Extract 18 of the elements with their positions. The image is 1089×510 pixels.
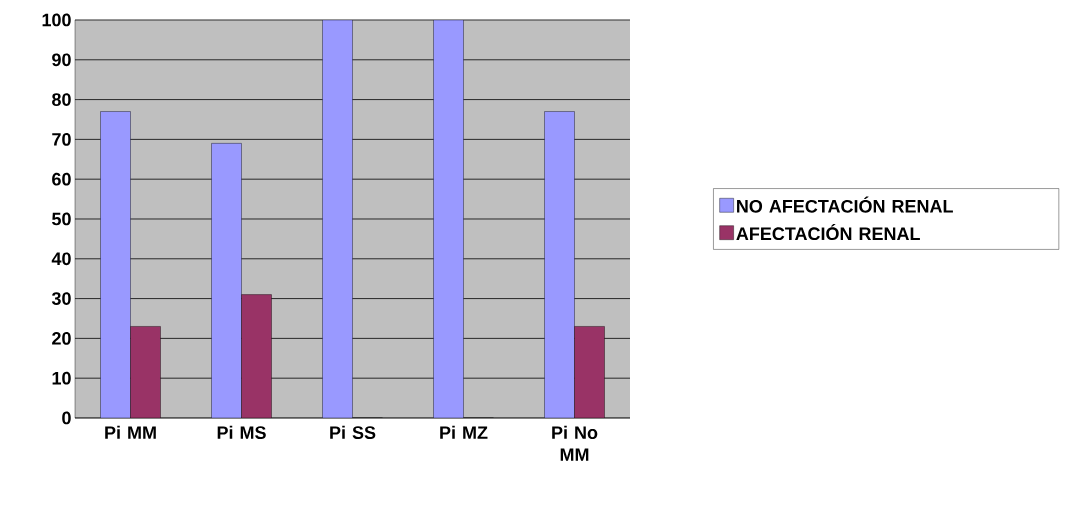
x-tick-label: Pi MS: [217, 425, 266, 439]
legend-label: NO AFECTACIÓN RENAL: [737, 196, 953, 213]
y-tick-label: 40: [51, 252, 71, 266]
y-tick-label: 20: [52, 332, 71, 345]
y-tick-label: 0: [62, 411, 71, 425]
y-tick-label: 10: [52, 371, 71, 385]
y-tick-label: 50: [52, 212, 71, 226]
x-tick-label: Pi No MM: [552, 425, 598, 461]
x-tick-label: Pi MM: [105, 425, 156, 439]
y-tick-label: 30: [51, 292, 71, 305]
y-tick-label: 70: [52, 133, 71, 146]
legend-label: AFECTACIÓN RENAL: [736, 223, 920, 241]
y-tick-label: 100: [42, 13, 71, 27]
y-tick-label: 60: [52, 172, 71, 186]
x-tick-label: Pi SS: [330, 425, 376, 439]
x-tick-label: Pi MZ: [440, 425, 488, 439]
y-tick-label: 90: [52, 53, 71, 67]
y-tick-label: 80: [52, 93, 71, 106]
